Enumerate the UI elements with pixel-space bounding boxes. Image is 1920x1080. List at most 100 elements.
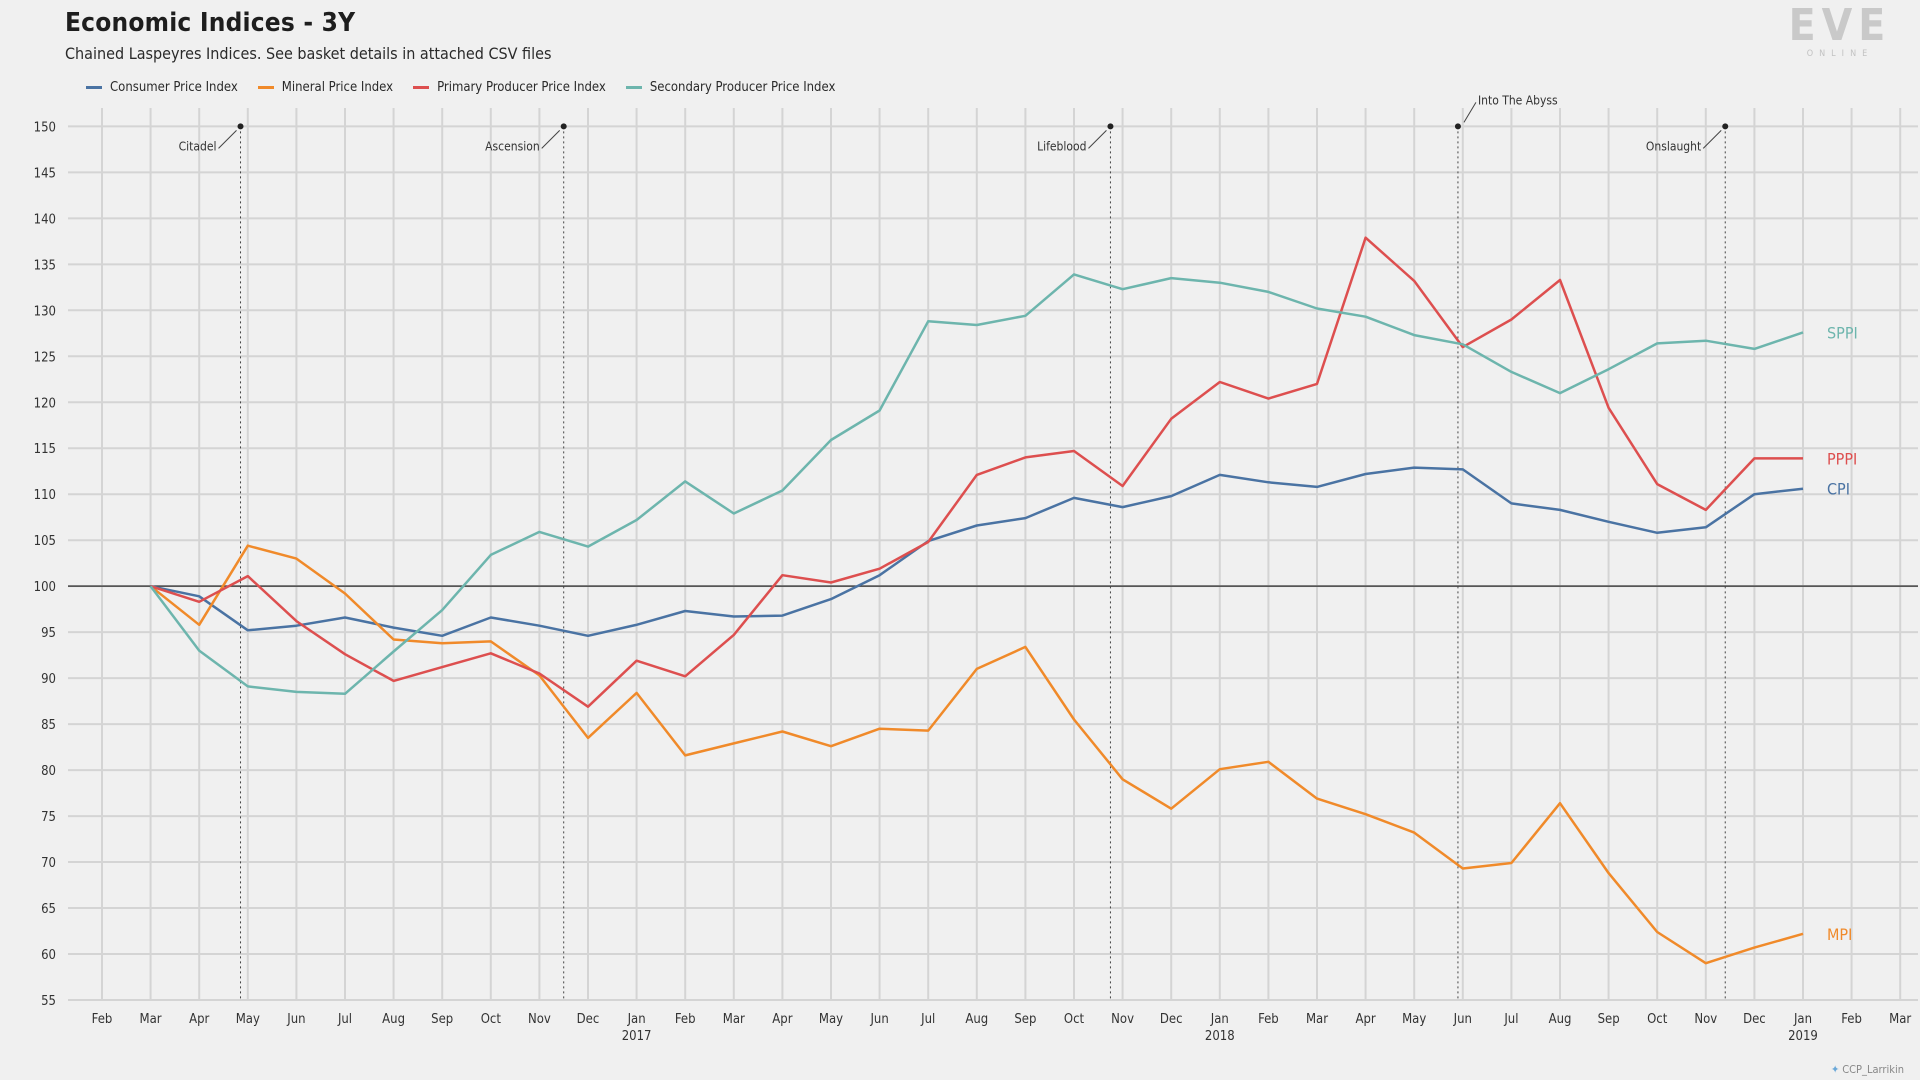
event-label: Onslaught bbox=[1646, 139, 1701, 153]
chart-subtitle: Chained Laspeyres Indices. See basket de… bbox=[65, 44, 552, 63]
eve-online-logo: EVE ONLINE bbox=[1789, 2, 1886, 59]
y-tick-label: 60 bbox=[41, 948, 56, 963]
y-tick-label: 95 bbox=[41, 626, 56, 641]
legend-item-pppi: Primary Producer Price Index bbox=[413, 80, 606, 95]
x-tick-label: Dec bbox=[577, 1012, 600, 1027]
x-tick-label: Jan bbox=[1793, 1012, 1812, 1027]
y-tick-label: 80 bbox=[41, 764, 56, 779]
y-tick-label: 100 bbox=[34, 580, 56, 595]
legend-swatch-pppi bbox=[413, 86, 430, 89]
event-label: Ascension bbox=[485, 139, 540, 153]
x-tick-label: May bbox=[236, 1012, 260, 1027]
x-tick-label: Feb bbox=[675, 1012, 696, 1027]
series-line-mpi bbox=[149, 544, 1804, 965]
x-tick-label: Jun bbox=[869, 1012, 888, 1027]
x-tick-label: Aug bbox=[382, 1012, 405, 1027]
y-tick-label: 120 bbox=[34, 396, 56, 411]
x-tick-label: Apr bbox=[189, 1012, 209, 1027]
y-tick-label: 125 bbox=[34, 350, 56, 365]
x-tick-label: Jan bbox=[627, 1012, 646, 1027]
y-tick-label: 145 bbox=[34, 166, 56, 181]
x-tick-label: Jan bbox=[1210, 1012, 1229, 1027]
event-leader bbox=[1463, 102, 1477, 123]
x-year-label: 2018 bbox=[1205, 1029, 1235, 1044]
y-tick-label: 90 bbox=[41, 672, 56, 687]
x-tick-label: Sep bbox=[431, 1012, 453, 1027]
x-tick-label: Jun bbox=[1453, 1012, 1472, 1027]
y-axis: 55 60 65 70 75 80 85 90 95 100 105 110 115 120 125 130 1… bbox=[34, 120, 56, 1009]
x-tick-label: May bbox=[1402, 1012, 1426, 1027]
x-tick-label: Feb bbox=[1258, 1012, 1279, 1027]
x-tick-label: Aug bbox=[965, 1012, 988, 1027]
x-tick-label: Jul bbox=[1503, 1012, 1518, 1027]
y-tick-label: 130 bbox=[34, 304, 56, 319]
y-tick-label: 105 bbox=[34, 534, 56, 549]
x-year-label: 2019 bbox=[1788, 1029, 1818, 1044]
y-tick-label: 135 bbox=[34, 258, 56, 273]
legend-label-cpi: Consumer Price Index bbox=[110, 80, 238, 95]
legend-label-sppi: Secondary Producer Price Index bbox=[649, 80, 836, 95]
legend-item-sppi: Secondary Producer Price Index bbox=[625, 80, 836, 95]
x-axis: Feb Mar Apr May Jun Jul Aug Sep Oct Nov Dec Jan Feb M… bbox=[92, 1012, 1912, 1044]
x-tick-label: Jul bbox=[337, 1012, 352, 1027]
x-tick-label: May bbox=[819, 1012, 843, 1027]
y-tick-label: 65 bbox=[41, 902, 56, 917]
grid-lines bbox=[68, 108, 1918, 1001]
event-label: Into The Abyss bbox=[1478, 93, 1558, 107]
x-tick-label: Oct bbox=[1064, 1012, 1085, 1027]
x-tick-label: Oct bbox=[481, 1012, 502, 1027]
event-label: Lifeblood bbox=[1037, 139, 1086, 153]
y-tick-label: 150 bbox=[34, 120, 56, 135]
legend-swatch-sppi bbox=[625, 86, 642, 89]
x-tick-label: Jul bbox=[920, 1012, 935, 1027]
event-leader bbox=[218, 130, 237, 149]
series-end-label-sppi: SPPI bbox=[1827, 323, 1858, 342]
event-dot bbox=[560, 123, 567, 130]
y-tick-label: 110 bbox=[34, 488, 56, 503]
event-leader bbox=[1088, 130, 1107, 149]
x-tick-label: Nov bbox=[528, 1012, 551, 1027]
bird-icon: ✦ bbox=[1830, 1063, 1840, 1076]
x-tick-label: Sep bbox=[1014, 1012, 1036, 1027]
x-tick-label: Apr bbox=[772, 1012, 792, 1027]
x-tick-label: Mar bbox=[1306, 1012, 1328, 1027]
author-credit: ✦ CCP_Larrikin bbox=[1831, 1063, 1904, 1076]
series-line-pppi bbox=[150, 236, 1803, 708]
event-markers: Citadel Ascension Lifeblood Into The Abyss O… bbox=[179, 93, 1729, 1000]
x-tick-label: Mar bbox=[723, 1012, 745, 1027]
x-tick-label: Feb bbox=[92, 1012, 113, 1027]
x-tick-label: Sep bbox=[1598, 1012, 1620, 1027]
x-tick-label: Dec bbox=[1743, 1012, 1766, 1027]
event-dot bbox=[1454, 123, 1461, 130]
series-lines: CPI MPI PPPI SPPI bbox=[149, 236, 1858, 965]
event-label: Citadel bbox=[179, 139, 217, 153]
event-dot bbox=[1722, 123, 1729, 130]
legend-swatch-cpi bbox=[86, 86, 102, 89]
series-end-label-mpi: MPI bbox=[1827, 925, 1852, 944]
x-tick-label: Mar bbox=[1889, 1012, 1911, 1027]
y-tick-label: 55 bbox=[41, 994, 56, 1009]
logo-subtext: ONLINE bbox=[1807, 49, 1874, 59]
y-tick-label: 75 bbox=[41, 810, 56, 825]
series-line-cpi bbox=[150, 466, 1804, 638]
x-tick-label: Jun bbox=[286, 1012, 305, 1027]
legend-swatch-mpi bbox=[257, 86, 274, 89]
legend-label-mpi: Mineral Price Index bbox=[281, 80, 394, 95]
legend-item-mpi: Mineral Price Index bbox=[257, 80, 394, 95]
y-tick-label: 140 bbox=[34, 212, 56, 227]
legend-item-cpi: Consumer Price Index bbox=[86, 80, 238, 95]
event-leader bbox=[541, 130, 561, 149]
x-tick-label: Aug bbox=[1549, 1012, 1572, 1027]
y-tick-label: 70 bbox=[41, 856, 56, 871]
x-tick-label: Dec bbox=[1160, 1012, 1183, 1027]
chart-legend: Consumer Price Index Mineral Price Index… bbox=[86, 80, 835, 95]
event-dot bbox=[237, 123, 244, 130]
event-dot bbox=[1107, 123, 1114, 130]
series-end-label-pppi: PPPI bbox=[1827, 449, 1857, 468]
event-leader bbox=[1702, 130, 1722, 149]
x-tick-label: Nov bbox=[1111, 1012, 1134, 1027]
x-year-label: 2017 bbox=[622, 1029, 652, 1044]
x-tick-label: Nov bbox=[1694, 1012, 1717, 1027]
